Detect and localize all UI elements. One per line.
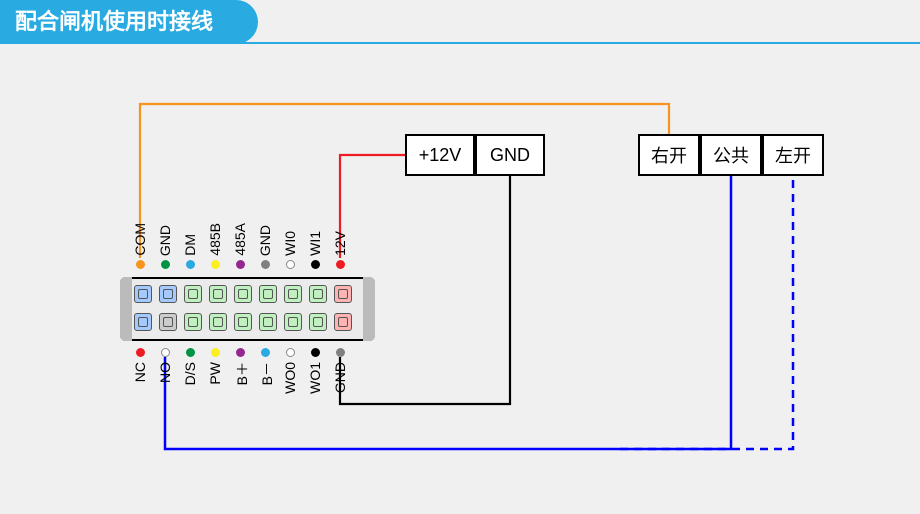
terminal-dot xyxy=(311,260,320,269)
terminal-dot xyxy=(236,260,245,269)
header-title: 配合闸机使用时接线 xyxy=(0,0,258,44)
terminal-label: GND xyxy=(257,225,273,256)
connector-slot xyxy=(334,313,352,331)
connector-slot xyxy=(259,313,277,331)
connector-slot xyxy=(209,285,227,303)
terminal-label: WO0 xyxy=(282,362,298,394)
terminal-label: 485B xyxy=(207,223,223,256)
box-left_open: 左开 xyxy=(762,134,824,176)
terminal-dot xyxy=(336,348,345,357)
terminal-label: PW xyxy=(207,362,223,385)
terminal-dot xyxy=(286,348,295,357)
wire-red-12v-supply xyxy=(340,155,405,258)
terminal-label: COM xyxy=(132,223,148,256)
box-p12v: +12V xyxy=(405,134,475,176)
connector-slot xyxy=(134,313,152,331)
terminal-dot xyxy=(161,260,170,269)
terminal-label: WO1 xyxy=(307,362,323,394)
connector-slot xyxy=(159,313,177,331)
terminal-dot xyxy=(186,348,195,357)
terminal-label: NO xyxy=(157,362,173,383)
terminal-dot xyxy=(136,260,145,269)
terminal-label: WI1 xyxy=(307,231,323,256)
diagram-canvas: +12VGND右开公共左开COMGNDDM485B485AGNDWI0WI112… xyxy=(0,44,920,514)
terminal-dot xyxy=(311,348,320,357)
terminal-label: DM xyxy=(182,234,198,256)
terminal-dot xyxy=(236,348,245,357)
connector-slot xyxy=(184,285,202,303)
connector-slot xyxy=(134,285,152,303)
terminal-label: WI0 xyxy=(282,231,298,256)
connector-slot xyxy=(159,285,177,303)
terminal-label: GND xyxy=(157,225,173,256)
terminal-label: B＋ xyxy=(232,362,248,385)
terminal-dot xyxy=(211,348,220,357)
terminal-label: NC xyxy=(132,362,148,382)
wire-blue-leftopen-dash xyxy=(620,176,793,449)
terminal-label: B－ xyxy=(257,362,273,385)
connector-slot xyxy=(184,313,202,331)
terminal-dot xyxy=(261,260,270,269)
connector-slot xyxy=(284,313,302,331)
terminal-label: GND xyxy=(332,362,348,393)
terminal-dot xyxy=(161,348,170,357)
terminal-dot xyxy=(286,260,295,269)
box-pgnd: GND xyxy=(475,134,545,176)
terminal-dot xyxy=(261,348,270,357)
box-common: 公共 xyxy=(700,134,762,176)
connector-slot xyxy=(284,285,302,303)
connector-slot xyxy=(209,313,227,331)
box-right_open: 右开 xyxy=(638,134,700,176)
connector-slot xyxy=(234,285,252,303)
terminal-label: D/S xyxy=(182,362,198,385)
terminal-dot xyxy=(211,260,220,269)
terminal-dot xyxy=(136,348,145,357)
terminal-label: 12V xyxy=(332,231,348,256)
connector-slot xyxy=(334,285,352,303)
terminal-dot xyxy=(186,260,195,269)
connector-slot xyxy=(309,313,327,331)
terminal-label: 485A xyxy=(232,223,248,256)
connector-slot xyxy=(309,285,327,303)
connector-slot xyxy=(234,313,252,331)
connector-slot xyxy=(259,285,277,303)
terminal-dot xyxy=(336,260,345,269)
